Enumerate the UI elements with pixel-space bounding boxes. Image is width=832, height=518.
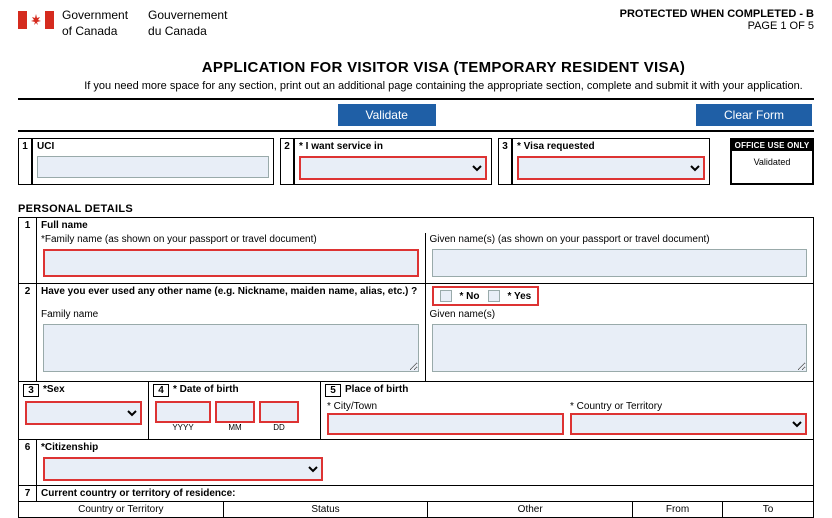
city-town-input[interactable] [327, 413, 564, 435]
given-names-input[interactable] [432, 249, 808, 277]
no-checkbox[interactable] [440, 290, 452, 302]
row-number: 7 [19, 486, 37, 501]
full-name-label: Full name [37, 218, 813, 233]
yes-checkbox[interactable] [488, 290, 500, 302]
dob-month-label: MM [215, 423, 255, 432]
office-use-box: OFFICE USE ONLY Validated [730, 138, 814, 185]
dob-year-label: YYYY [155, 423, 211, 432]
service-select[interactable] [299, 156, 487, 180]
page-header: Government of Canada Gouvernement du Can… [18, 8, 814, 39]
other-family-name-label: Family name [37, 308, 425, 322]
gov-fr-line1: Gouvernement [148, 8, 227, 24]
given-names-label: Given name(s) (as shown on your passport… [426, 233, 814, 247]
gov-fr-line2: du Canada [148, 24, 227, 40]
field-number: 1 [18, 138, 32, 185]
divider [18, 130, 814, 132]
office-use-header: OFFICE USE ONLY [732, 140, 812, 151]
gov-wordmark: Government of Canada Gouvernement du Can… [18, 8, 227, 39]
visa-requested-label: * Visa requested [513, 139, 709, 154]
service-label: * I want service in [295, 139, 491, 154]
clear-form-button[interactable]: Clear Form [696, 104, 812, 126]
residence-col-country: Country or Territory [19, 502, 224, 517]
residence-col-other: Other [428, 502, 633, 517]
divider [18, 98, 814, 100]
other-given-names-input[interactable] [432, 324, 808, 372]
form-subtitle: If you need more space for any section, … [73, 80, 814, 92]
field-number: 2 [280, 138, 294, 185]
yes-no-group: * No * Yes [432, 286, 540, 306]
other-family-name-input[interactable] [43, 324, 419, 372]
residence-label: Current country or territory of residenc… [37, 486, 813, 501]
dob-label: * Date of birth [173, 384, 239, 397]
city-town-label: * City/Town [327, 401, 564, 413]
personal-details-heading: PERSONAL DETAILS [18, 203, 814, 215]
family-name-input[interactable] [43, 249, 419, 277]
no-label: * No [460, 291, 480, 302]
visa-requested-select[interactable] [517, 156, 705, 180]
row-number: 6 [19, 440, 37, 485]
residence-table-header: Country or Territory Status Other From T… [19, 502, 813, 518]
other-name-question: Have you ever used any other name (e.g. … [37, 284, 425, 299]
other-given-names-label: Given name(s) [426, 308, 814, 322]
dob-day-label: DD [259, 423, 299, 432]
gov-en-line2: of Canada [62, 24, 128, 40]
residence-col-status: Status [224, 502, 429, 517]
residence-col-from: From [633, 502, 723, 517]
page-number: PAGE 1 OF 5 [620, 20, 814, 32]
office-use-value: Validated [732, 151, 812, 173]
birth-country-select[interactable] [570, 413, 807, 435]
row-number: 1 [19, 218, 37, 283]
row-number: 3 [23, 384, 39, 397]
gov-en-line1: Government [62, 8, 128, 24]
protected-label: PROTECTED WHEN COMPLETED - B [620, 8, 814, 20]
citizenship-label: *Citizenship [37, 440, 813, 455]
row-number: 4 [153, 384, 169, 397]
uci-input[interactable] [37, 156, 269, 178]
family-name-label: *Family name (as shown on your passport … [37, 233, 425, 247]
row-number: 2 [19, 284, 37, 381]
country-territory-label: * Country or Territory [570, 401, 807, 413]
uci-label: UCI [33, 139, 273, 154]
field-number: 3 [498, 138, 512, 185]
dob-year-input[interactable] [155, 401, 211, 423]
sex-label: *Sex [43, 384, 65, 397]
dob-day-input[interactable] [259, 401, 299, 423]
protected-block: PROTECTED WHEN COMPLETED - B PAGE 1 OF 5 [620, 8, 814, 32]
residence-col-to: To [723, 502, 813, 517]
canada-flag-icon [18, 10, 54, 30]
validate-button[interactable]: Validate [338, 104, 436, 126]
yes-label: * Yes [508, 291, 532, 302]
pob-label: Place of birth [345, 384, 408, 397]
sex-select[interactable] [25, 401, 142, 425]
personal-details-box: 1 Full name *Family name (as shown on yo… [18, 217, 814, 518]
citizenship-select[interactable] [43, 457, 323, 481]
form-title: APPLICATION FOR VISITOR VISA (TEMPORARY … [73, 59, 814, 76]
dob-month-input[interactable] [215, 401, 255, 423]
row-number: 5 [325, 384, 341, 397]
